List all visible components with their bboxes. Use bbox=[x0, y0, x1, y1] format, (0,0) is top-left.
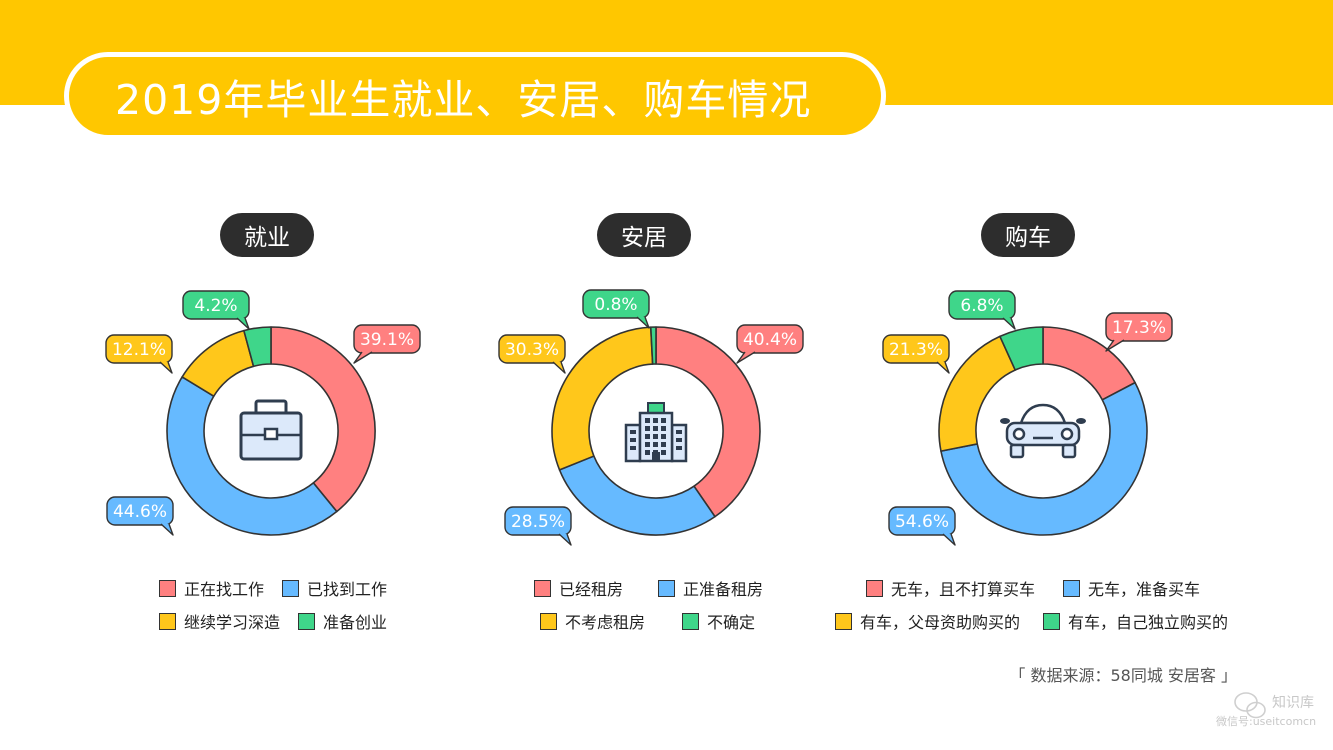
legend-swatch bbox=[1043, 612, 1060, 630]
legend-item: 有车，父母资助购买的 bbox=[835, 609, 1020, 633]
legend-label: 已经租房 bbox=[559, 580, 624, 599]
legend-swatch bbox=[866, 579, 883, 597]
value-label-bubble: 44.6% bbox=[106, 496, 174, 536]
legend-label: 正在找工作 bbox=[184, 580, 265, 599]
data-source: 「 数据来源：58同城 安居客 」 bbox=[1009, 666, 1237, 685]
donut-0 bbox=[166, 326, 376, 536]
legend-label: 不考虑租房 bbox=[565, 613, 646, 632]
building-icon bbox=[624, 402, 688, 463]
value-label-bubble: 17.3% bbox=[1105, 312, 1173, 352]
legend-item: 无车，且不打算买车 bbox=[866, 576, 1035, 600]
donut-slice bbox=[166, 376, 338, 536]
legend-item: 正准备租房 bbox=[658, 576, 763, 600]
legend-swatch bbox=[835, 612, 852, 630]
legend-label: 正准备租房 bbox=[683, 580, 764, 599]
legend-item: 已找到工作 bbox=[282, 576, 387, 600]
wechat-icon bbox=[1234, 692, 1266, 719]
legend-label: 无车，且不打算买车 bbox=[891, 580, 1036, 599]
value-label: 39.1% bbox=[360, 330, 414, 350]
legend-item: 不确定 bbox=[682, 609, 755, 633]
legend-item: 有车，自己独立购买的 bbox=[1043, 609, 1228, 633]
briefcase-icon bbox=[239, 399, 303, 461]
legend-label: 已找到工作 bbox=[307, 580, 388, 599]
donut-slice bbox=[940, 381, 1148, 536]
value-label: 28.5% bbox=[511, 512, 565, 532]
legend-item: 不考虑租房 bbox=[540, 609, 645, 633]
watermark-id: 微信号:useitcomcn bbox=[1216, 715, 1317, 728]
donut-1 bbox=[551, 326, 761, 536]
legend-item: 正在找工作 bbox=[159, 576, 264, 600]
legend-swatch bbox=[1063, 579, 1080, 597]
legend-swatch bbox=[658, 579, 675, 597]
legend-label: 有车，父母资助购买的 bbox=[860, 613, 1021, 632]
value-label-bubble: 21.3% bbox=[882, 334, 950, 374]
donut-slice bbox=[558, 455, 716, 536]
value-label-bubble: 39.1% bbox=[353, 324, 421, 364]
donut-slice bbox=[649, 326, 657, 365]
donut-2 bbox=[938, 326, 1148, 536]
value-label-bubble: 40.4% bbox=[736, 324, 804, 364]
value-label: 44.6% bbox=[113, 502, 167, 522]
chart-title-housing: 安居 bbox=[597, 213, 691, 257]
donut-slice bbox=[243, 326, 272, 368]
value-label: 17.3% bbox=[1112, 318, 1166, 338]
value-label-bubble: 54.6% bbox=[888, 506, 956, 546]
legend-item: 继续学习深造 bbox=[159, 609, 280, 633]
legend-swatch bbox=[159, 579, 176, 597]
legend-item: 已经租房 bbox=[534, 576, 623, 600]
value-label-bubble: 0.8% bbox=[582, 289, 650, 329]
value-label: 54.6% bbox=[895, 512, 949, 532]
legend-swatch bbox=[540, 612, 557, 630]
chart-title-car: 购车 bbox=[981, 213, 1075, 257]
chart-title-employment: 就业 bbox=[220, 213, 314, 257]
donut-slice bbox=[551, 326, 654, 471]
value-label: 21.3% bbox=[889, 340, 943, 360]
value-label-bubble: 6.8% bbox=[948, 290, 1016, 330]
legend-label: 有车，自己独立购买的 bbox=[1068, 613, 1229, 632]
value-label-bubble: 30.3% bbox=[498, 334, 566, 374]
legend-swatch bbox=[534, 579, 551, 597]
value-label: 30.3% bbox=[505, 340, 559, 360]
value-label: 4.2% bbox=[194, 296, 237, 316]
watermark-name: 知识库 bbox=[1272, 695, 1314, 711]
value-label: 40.4% bbox=[743, 330, 797, 350]
car-icon bbox=[1000, 403, 1086, 459]
legend-swatch bbox=[682, 612, 699, 630]
legend-swatch bbox=[298, 612, 315, 630]
title-pill: 2019年毕业生就业、安居、购车情况 bbox=[64, 52, 886, 140]
legend-item: 无车，准备买车 bbox=[1063, 576, 1200, 600]
page-title: 2019年毕业生就业、安居、购车情况 bbox=[115, 76, 812, 124]
donut-slice bbox=[655, 326, 761, 518]
legend-label: 不确定 bbox=[707, 613, 756, 632]
legend-item: 准备创业 bbox=[298, 609, 387, 633]
donut-slice bbox=[938, 335, 1017, 452]
value-label-bubble: 12.1% bbox=[105, 334, 173, 374]
value-label: 12.1% bbox=[112, 340, 166, 360]
donut-slice bbox=[999, 326, 1044, 371]
value-label: 0.8% bbox=[594, 295, 637, 315]
donut-slice bbox=[270, 326, 376, 513]
legend-label: 继续学习深造 bbox=[184, 613, 281, 632]
legend-swatch bbox=[159, 612, 176, 630]
legend-label: 无车，准备买车 bbox=[1088, 580, 1201, 599]
value-label-bubble: 4.2% bbox=[182, 290, 250, 330]
value-label-bubble: 28.5% bbox=[504, 506, 572, 546]
legend-swatch bbox=[282, 579, 299, 597]
value-label: 6.8% bbox=[960, 296, 1003, 316]
legend-label: 准备创业 bbox=[323, 613, 388, 632]
